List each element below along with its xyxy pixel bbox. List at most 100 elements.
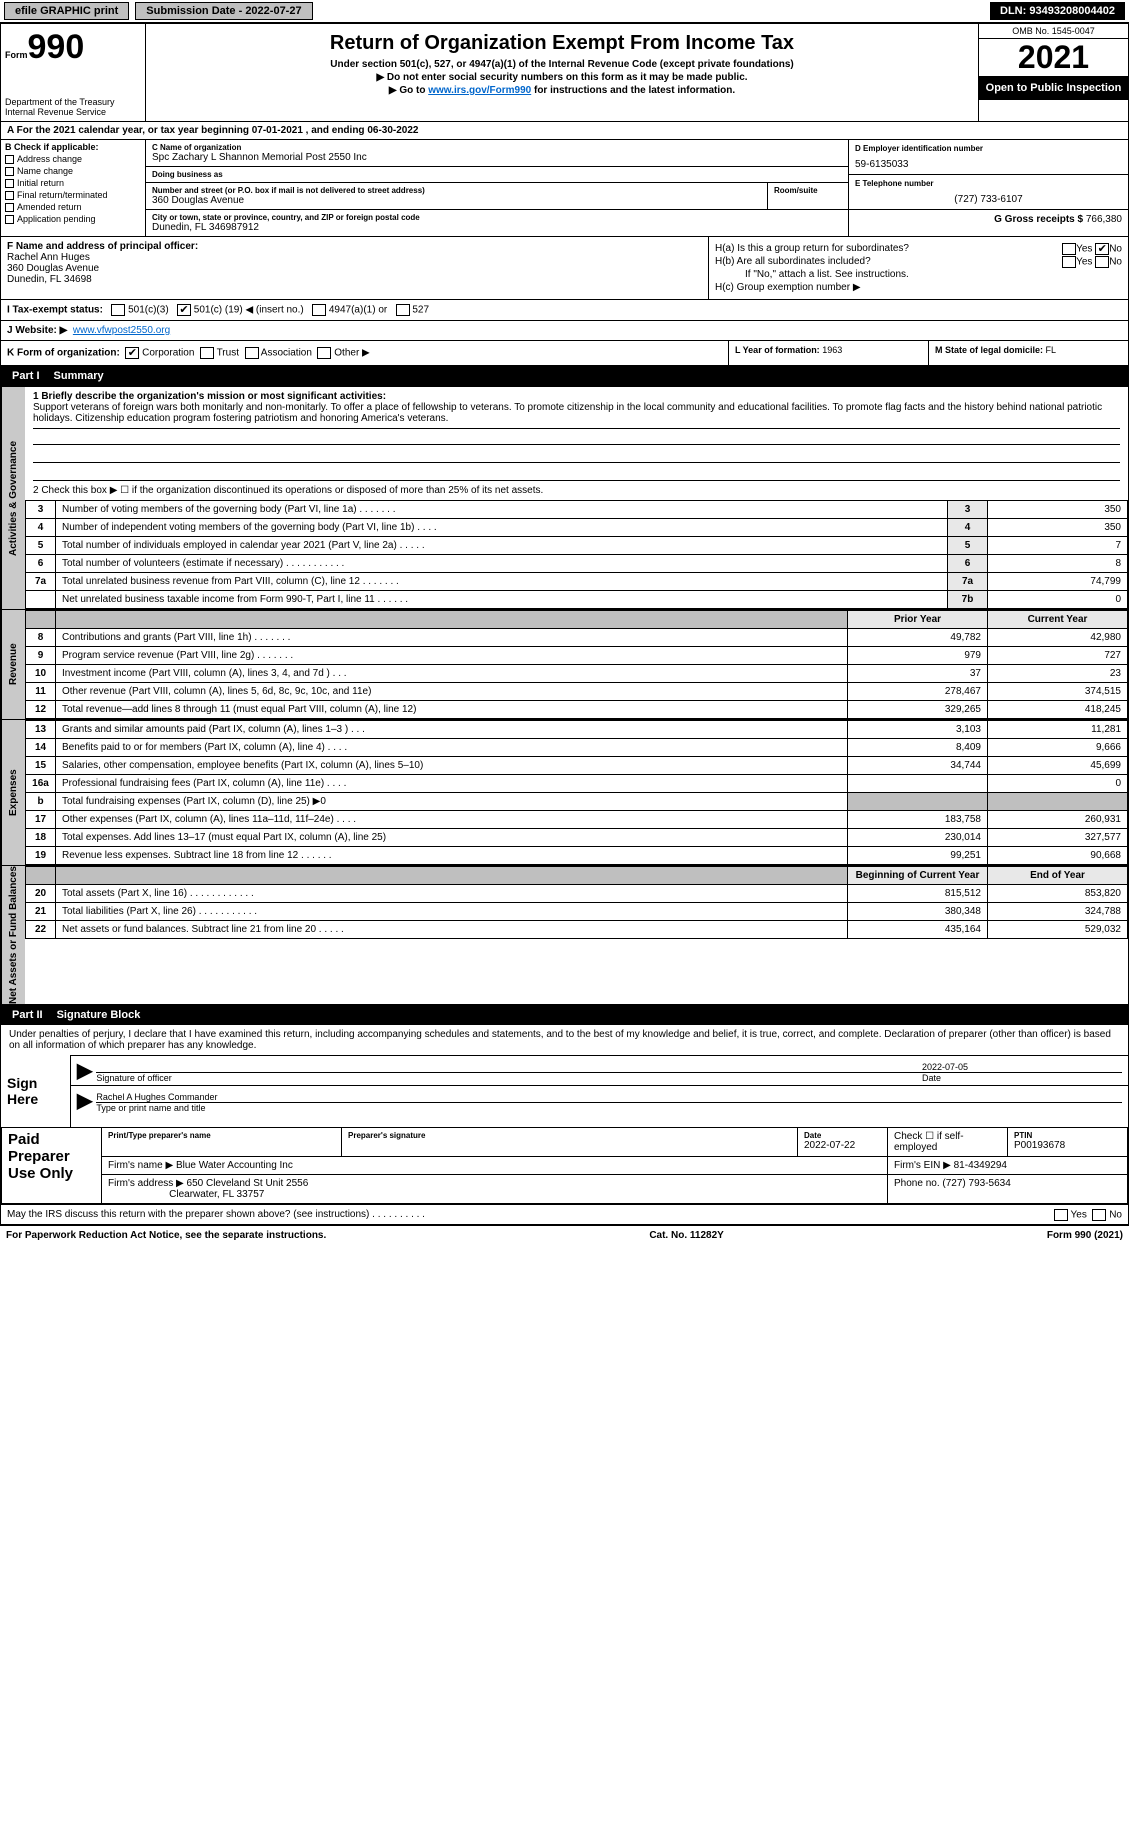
firm-addr1: 650 Cleveland St Unit 2556: [187, 1178, 309, 1189]
ein-label: D Employer identification number: [855, 144, 1122, 153]
line-desc: Revenue less expenses. Subtract line 18 …: [56, 847, 848, 865]
line-num: 6: [26, 555, 56, 573]
section-bcdefg: B Check if applicable: Address changeNam…: [0, 140, 1129, 237]
line-desc: Number of voting members of the governin…: [56, 501, 948, 519]
cell-curr: 45,699: [988, 757, 1128, 775]
cell-grey: [988, 793, 1128, 811]
colb-check[interactable]: [5, 155, 14, 164]
ag-row: 6Total number of volunteers (estimate if…: [26, 555, 1128, 573]
colb-item: Address change: [5, 154, 141, 164]
line-desc: Total unrelated business revenue from Pa…: [56, 573, 948, 591]
line-num: 17: [26, 811, 56, 829]
colb-check[interactable]: [5, 167, 14, 176]
cell-curr: 260,931: [988, 811, 1128, 829]
ein-val: 59-6135033: [855, 159, 1122, 170]
hdr-curr: Current Year: [988, 611, 1128, 629]
hdr-blank2: [56, 867, 848, 885]
i-501c3-check[interactable]: [111, 304, 125, 316]
cell-prior: 278,467: [848, 683, 988, 701]
table-row: 8Contributions and grants (Part VIII, li…: [26, 629, 1128, 647]
cell-curr: 0: [988, 775, 1128, 793]
line-desc: Total revenue—add lines 8 through 11 (mu…: [56, 701, 848, 719]
colb-check[interactable]: [5, 203, 14, 212]
k-form-org: K Form of organization: Corporation Trus…: [1, 341, 728, 365]
k-other-check[interactable]: [317, 347, 331, 359]
k-trust-check[interactable]: [200, 347, 214, 359]
colb-check[interactable]: [5, 215, 14, 224]
hb-yes-check[interactable]: [1062, 256, 1076, 268]
part1-net-block: Net Assets or Fund Balances Beginning of…: [0, 866, 1129, 1005]
net-table: Beginning of Current YearEnd of Year20To…: [25, 866, 1128, 939]
ag-table: 3Number of voting members of the governi…: [25, 500, 1128, 609]
firm-ein-label: Firm's EIN ▶: [894, 1160, 951, 1171]
h-block: H(a) Is this a group return for subordin…: [708, 237, 1128, 299]
street-label: Number and street (or P.O. box if mail i…: [152, 186, 761, 195]
line-num: 18: [26, 829, 56, 847]
sig-officer-field[interactable]: Signature of officer: [96, 1072, 922, 1083]
sig-arrow2: ▶: [77, 1088, 92, 1113]
ha-yes: Yes: [1076, 244, 1092, 255]
irs-yes-check[interactable]: [1054, 1209, 1068, 1221]
firm-phone-label: Phone no.: [894, 1178, 940, 1189]
irs-no-check[interactable]: [1092, 1209, 1106, 1221]
i-4947: 4947(a)(1) or: [329, 305, 387, 316]
line-num: 5: [26, 537, 56, 555]
main-title: Return of Organization Exempt From Incom…: [154, 32, 970, 55]
irs-link[interactable]: www.irs.gov/Form990: [428, 85, 531, 96]
open-to-public: Open to Public Inspection: [979, 76, 1128, 100]
col-deg: D Employer identification number 59-6135…: [848, 140, 1128, 236]
part1-rev-block: Revenue Prior YearCurrent Year8Contribut…: [0, 610, 1129, 720]
dln-badge: DLN: 93493208004402: [990, 2, 1125, 20]
table-row: 9Program service revenue (Part VIII, lin…: [26, 647, 1128, 665]
ha-no-check[interactable]: [1095, 243, 1109, 255]
line-desc: Benefits paid to or for members (Part IX…: [56, 739, 848, 757]
line-desc: Total expenses. Add lines 13–17 (must eq…: [56, 829, 848, 847]
cell-prior: 329,265: [848, 701, 988, 719]
line-desc: Net unrelated business taxable income fr…: [56, 591, 948, 609]
colb-check[interactable]: [5, 179, 14, 188]
k-other: Other ▶: [334, 348, 369, 359]
website-link[interactable]: www.vfwpost2550.org: [73, 325, 170, 336]
gross-receipts-box: G Gross receipts $ 766,380: [849, 210, 1128, 229]
hdr-curr: End of Year: [988, 867, 1128, 885]
line-num: 13: [26, 721, 56, 739]
table-hdr: Beginning of Current YearEnd of Year: [26, 867, 1128, 885]
line-num: 19: [26, 847, 56, 865]
i-501c-check[interactable]: [177, 304, 191, 316]
k-assoc: Association: [261, 348, 312, 359]
sub1: Under section 501(c), 527, or 4947(a)(1)…: [154, 59, 970, 70]
cell-curr: 374,515: [988, 683, 1128, 701]
i-527: 527: [412, 305, 429, 316]
m-state: M State of legal domicile: FL: [928, 341, 1128, 365]
sig-officer-label: Signature of officer: [96, 1072, 922, 1083]
cell-prior: 183,758: [848, 811, 988, 829]
street-val: 360 Douglas Avenue: [152, 195, 761, 206]
table-row: bTotal fundraising expenses (Part IX, co…: [26, 793, 1128, 811]
sig-arrow1: ▶: [77, 1058, 92, 1083]
rev-table: Prior YearCurrent Year8Contributions and…: [25, 610, 1128, 719]
ha-yes-check[interactable]: [1062, 243, 1076, 255]
ag-row: 4Number of independent voting members of…: [26, 519, 1128, 537]
colb-check[interactable]: [5, 191, 14, 200]
table-row: 12Total revenue—add lines 8 through 11 (…: [26, 701, 1128, 719]
line-num: 21: [26, 903, 56, 921]
gross-label: G Gross receipts $: [994, 214, 1083, 225]
line-box: 4: [948, 519, 988, 537]
i-527-check[interactable]: [396, 304, 410, 316]
k-assoc-check[interactable]: [245, 347, 259, 359]
org-name-label: C Name of organization: [152, 143, 842, 152]
header-mid: Return of Organization Exempt From Incom…: [146, 24, 978, 121]
col-b-checkboxes: B Check if applicable: Address changeNam…: [1, 140, 146, 236]
officer-addr1: 360 Douglas Avenue: [7, 263, 702, 274]
h-a-text: H(a) Is this a group return for subordin…: [715, 243, 909, 254]
k-corp-check[interactable]: [125, 347, 139, 359]
hb-no-check[interactable]: [1095, 256, 1109, 268]
ag-row: 7aTotal unrelated business revenue from …: [26, 573, 1128, 591]
line-box: 7a: [948, 573, 988, 591]
line-box: 5: [948, 537, 988, 555]
irs-no: No: [1109, 1210, 1122, 1221]
i-4947-check[interactable]: [312, 304, 326, 316]
side-exp: Expenses: [1, 720, 25, 865]
k-corp: Corporation: [142, 348, 194, 359]
cell-prior: 3,103: [848, 721, 988, 739]
